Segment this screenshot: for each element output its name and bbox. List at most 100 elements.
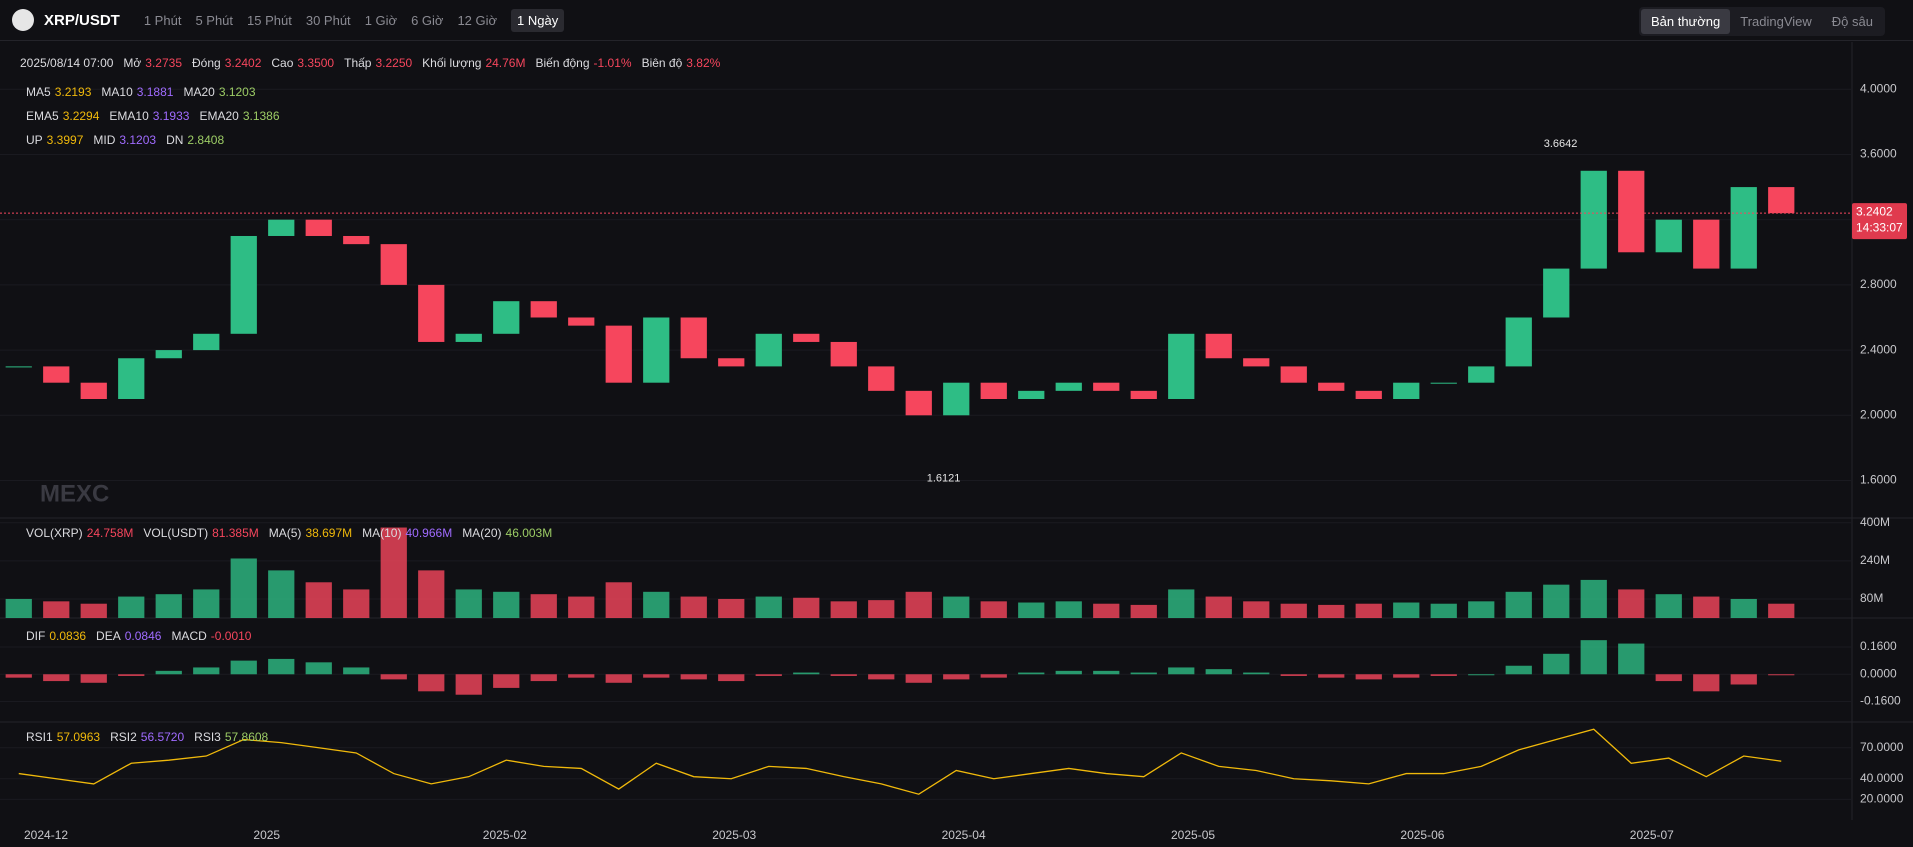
legend-value: 0.0846 — [124, 629, 162, 643]
macd-bar — [1355, 674, 1382, 680]
macd-bar — [343, 667, 370, 675]
y-tick-label: 0.0000 — [1860, 666, 1897, 680]
x-tick-label: 2025-05 — [1171, 828, 1215, 842]
candle — [980, 382, 1007, 399]
macd-bar — [1130, 672, 1157, 675]
macd-bar — [905, 674, 932, 683]
view-tab[interactable]: Độ sâu — [1831, 14, 1873, 29]
candle — [1505, 317, 1532, 367]
legend-name: RSI1 — [26, 730, 53, 744]
legend-value: 40.966M — [405, 526, 453, 540]
legend-value: 57.0963 — [56, 730, 101, 744]
interval[interactable]: 1 Phút — [143, 12, 182, 28]
legend-value: 57.8608 — [224, 730, 269, 744]
field-name: Thấp — [344, 56, 372, 70]
volume-bar — [268, 570, 295, 618]
volume-bar — [1655, 594, 1682, 618]
legend-name: UP — [26, 133, 43, 147]
volume-bar — [868, 600, 895, 618]
legend-value: 0.0836 — [49, 629, 87, 643]
macd-bar — [1730, 674, 1757, 685]
macd-bar — [5, 674, 32, 678]
legend-name: RSI2 — [110, 730, 137, 744]
y-tick-label: 20.0000 — [1860, 792, 1904, 806]
toolbar: XRP/USDT 1 Phút 5 Phút 15 Phút 30 Phút 1 Giờ… — [0, 0, 1913, 41]
symbol[interactable]: XRP/USDT — [44, 11, 120, 29]
volume-bar — [1280, 603, 1307, 618]
macd-bar — [943, 674, 970, 680]
macd-bar — [605, 674, 632, 683]
y-tick-label: 80M — [1860, 591, 1883, 605]
legend-name: MACD — [171, 629, 207, 643]
macd-bar — [380, 674, 407, 680]
macd-bar — [1168, 667, 1195, 675]
legend-value: -0.0010 — [210, 629, 252, 643]
candle — [1543, 268, 1570, 318]
candle — [905, 390, 932, 416]
candle — [1168, 333, 1195, 399]
view-tabs: Bản thường TradingView Độ sâu — [1638, 7, 1885, 36]
legend-value: 24.758M — [86, 526, 134, 540]
field-name: Khối lượng — [422, 56, 482, 70]
rsi-line — [18, 728, 1782, 795]
y-tick-label: 0.1600 — [1860, 639, 1897, 653]
legend-name: MA(20) — [462, 526, 502, 540]
candle — [43, 366, 70, 383]
macd-bar — [268, 658, 295, 675]
macd-bar — [230, 660, 257, 675]
candle — [1318, 382, 1345, 391]
interval[interactable]: 30 Phút — [305, 12, 351, 28]
macd-bar — [718, 674, 745, 682]
volume-bar — [605, 582, 632, 618]
volume-bar — [1093, 603, 1120, 618]
interval[interactable]: 5 Phút — [195, 12, 234, 28]
view-tab[interactable]: TradingView — [1740, 14, 1812, 29]
candle — [1693, 219, 1720, 269]
last-price: 3.2402 — [1856, 204, 1893, 218]
candle — [530, 301, 557, 318]
macd-bar — [1430, 674, 1457, 676]
candle — [455, 333, 482, 342]
volume-bar — [1130, 604, 1157, 618]
y-tick-label: 1.6000 — [1860, 473, 1897, 487]
volume-bar — [1355, 603, 1382, 618]
candle — [380, 244, 407, 285]
interval[interactable]: 1 Giờ — [364, 12, 398, 28]
interval[interactable]: 1 Ngày — [511, 8, 565, 32]
y-tick-label: 2.4000 — [1860, 342, 1897, 356]
ma-legend: MA5 3.2193 MA10 3.1881 MA20 3.1203 — [20, 85, 260, 99]
chart: MEXC4.00003.60003.20002.80002.40002.0000… — [0, 42, 1913, 842]
volume-bar — [343, 589, 370, 618]
macd-bar — [1768, 674, 1795, 676]
interval[interactable]: 12 Giờ — [457, 12, 498, 28]
macd-bar — [43, 674, 70, 682]
intervals: 1 Phút 5 Phút 15 Phút 30 Phút 1 Giờ 6 Giờ 12 G… — [143, 8, 578, 32]
volume-bar — [1055, 601, 1082, 618]
candle — [80, 382, 107, 399]
candle — [268, 219, 295, 236]
macd-bar — [455, 674, 482, 695]
interval[interactable]: 15 Phút — [247, 12, 292, 28]
volume-bar — [1243, 601, 1270, 618]
macd-bar — [530, 674, 557, 682]
volume-bar — [5, 598, 32, 618]
candle — [1055, 382, 1082, 391]
legend-value: 3.1386 — [242, 109, 280, 123]
candle — [1580, 170, 1607, 269]
field-value: 3.82% — [686, 56, 721, 70]
volume-bar — [1543, 584, 1570, 618]
macd-bar — [493, 674, 520, 688]
view-tab[interactable]: Bản thường — [1640, 9, 1731, 34]
macd-bar — [755, 674, 782, 676]
watermark: MEXC — [40, 480, 109, 507]
legend-name: RSI3 — [194, 730, 221, 744]
legend-name: EMA5 — [26, 109, 59, 123]
date: 2025/08/14 07:00 — [20, 56, 114, 70]
y-tick-label: 40.0000 — [1860, 771, 1904, 785]
interval[interactable]: 6 Giờ — [411, 12, 444, 28]
candle — [793, 333, 820, 342]
x-tick-label: 2025 — [253, 828, 280, 842]
candle — [1768, 187, 1795, 214]
legend-name: MA20 — [183, 85, 215, 99]
